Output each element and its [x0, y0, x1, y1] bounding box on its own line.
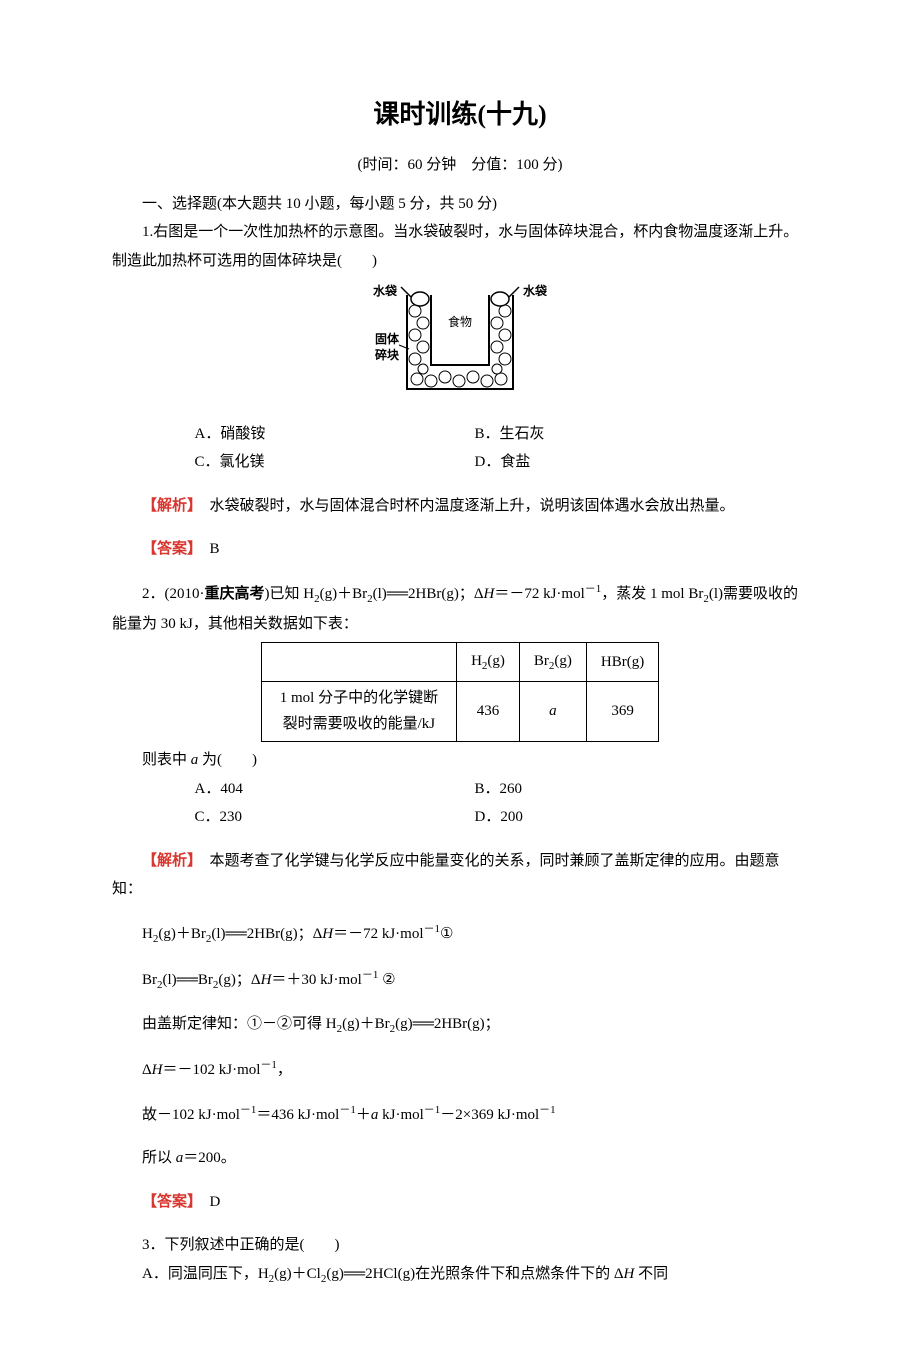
q1-choice-b: B．生石灰	[475, 420, 809, 449]
q2-eq5: 故－102 kJ·mol－1＝436 kJ·mol－1＋a kJ·mol－1－2…	[112, 1100, 808, 1130]
q2-analysis: 【解析】 本题考查了化学键与化学反应中能量变化的关系，同时兼顾了盖斯定律的应用。…	[112, 847, 808, 904]
q1-answer: 【答案】 B	[112, 535, 808, 564]
heating-cup-icon: 食物 水袋 水袋 固体 碎块	[365, 281, 555, 403]
q1-choices: A．硝酸铵 B．生石灰 C．氯化镁 D．食盐	[112, 420, 808, 477]
q3-stem: 3．下列叙述中正确的是( )	[112, 1231, 808, 1260]
q2-stem-c: (g)＋Br	[320, 586, 368, 602]
q2-eq2: Br2(l)══Br2(g)；ΔH＝＋30 kJ·mol－1 ②	[112, 965, 808, 996]
section-heading: 一、选择题(本大题共 10 小题，每小题 5 分，共 50 分)	[112, 190, 808, 219]
answer-label: 【答案】	[142, 1194, 195, 1210]
solid-label-1: 固体	[375, 331, 400, 346]
water-bag-left-label: 水袋	[373, 283, 398, 298]
q2-answer: 【答案】 D	[112, 1188, 808, 1217]
analysis-label: 【解析】	[142, 498, 195, 514]
q1-analysis-text: 水袋破裂时，水与固体混合时杯内温度逐渐上升，说明该固体遇水会放出热量。	[195, 498, 735, 514]
q2-eq6: 所以 a＝200。	[112, 1144, 808, 1173]
q2-v2: a	[519, 682, 586, 742]
q2-stem: 2．(2010·重庆高考)已知 H2(g)＋Br2(l)══2HBr(g)；ΔH…	[112, 579, 808, 638]
q2-tail-b: 为( )	[198, 752, 257, 768]
q2-th-h2: H2(g)	[457, 643, 520, 682]
q2-stem-bold: 重庆高考	[205, 586, 265, 602]
q2-v3: 369	[586, 682, 658, 742]
food-label: 食物	[448, 314, 472, 329]
water-bag-right-label: 水袋	[523, 283, 548, 298]
q2-choice-c: C．230	[195, 803, 475, 832]
analysis-label: 【解析】	[142, 853, 195, 869]
page-subtitle: (时间：60 分钟 分值：100 分)	[112, 151, 808, 180]
solid-label-2: 碎块	[375, 347, 400, 362]
q2-choices: A．404 B．260 C．230 D．200	[112, 775, 808, 832]
q2-v1: 436	[457, 682, 520, 742]
q2-table: H2(g) Br2(g) HBr(g) 1 mol 分子中的化学键断裂时需要吸收…	[261, 642, 660, 742]
q2-choice-b: B．260	[475, 775, 809, 804]
q3-choice-a: A．同温同压下，H2(g)＋Cl2(g)══2HCl(g)在光照条件下和点燃条件…	[112, 1260, 808, 1290]
q1-stem: 1.右图是一个一次性加热杯的示意图。当水袋破裂时，水与固体碎块混合，杯内食物温度…	[112, 218, 808, 275]
q2-eq3: 由盖斯定律知：①－②可得 H2(g)＋Br2(g)══2HBr(g)；	[112, 1010, 808, 1040]
q2-analysis-text: 本题考查了化学键与化学反应中能量变化的关系，同时兼顾了盖斯定律的应用。由题意知：	[112, 853, 780, 898]
q2-stem-d: (l)══2HBr(g)；Δ	[373, 586, 484, 602]
q1-choice-d: D．食盐	[475, 448, 809, 477]
q1-choice-c: C．氯化镁	[195, 448, 475, 477]
q2-choice-d: D．200	[475, 803, 809, 832]
q2-stem-e: ＝－72 kJ·mol	[494, 586, 584, 602]
q2-stem-f: ，蒸发 1 mol Br	[601, 586, 703, 602]
q2-th-hbr: HBr(g)	[586, 643, 658, 682]
q2-th-br2: Br2(g)	[519, 643, 586, 682]
q2-answer-text: D	[195, 1194, 221, 1210]
page-title: 课时训练(十九)	[112, 90, 808, 139]
answer-label: 【答案】	[142, 541, 195, 557]
q1-analysis: 【解析】 水袋破裂时，水与固体混合时杯内温度逐渐上升，说明该固体遇水会放出热量。	[112, 492, 808, 521]
q2-stem-a: 2．(2010·	[142, 586, 205, 602]
q1-figure: 食物 水袋 水袋 固体 碎块	[112, 281, 808, 414]
q2-eq1: H2(g)＋Br2(l)══2HBr(g)；ΔH＝－72 kJ·mol－1①	[112, 919, 808, 950]
q2-stem-b: )已知 H	[265, 586, 315, 602]
q1-choice-a: A．硝酸铵	[195, 420, 475, 449]
q1-answer-text: B	[195, 541, 220, 557]
q2-row-desc: 1 mol 分子中的化学键断裂时需要吸收的能量/kJ	[261, 682, 456, 742]
q2-eq4: ΔH＝－102 kJ·mol－1，	[112, 1055, 808, 1085]
q2-choice-a: A．404	[195, 775, 475, 804]
q2-tail-a: 则表中	[142, 752, 191, 768]
q2-tail: 则表中 a 为( )	[112, 746, 808, 775]
